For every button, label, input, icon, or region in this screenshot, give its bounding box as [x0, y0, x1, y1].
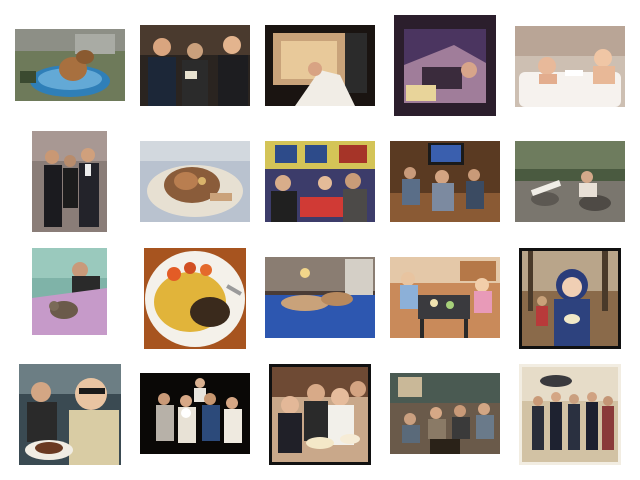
dog-on-rocky-shore-image: [515, 141, 625, 222]
people-playing-video-game-image: [390, 141, 500, 222]
hand-microwave-image: [265, 25, 375, 106]
thumbnail-two-kids-in-bathtub[interactable]: [515, 26, 625, 107]
thumbnail-girl-in-hooded-coat[interactable]: [519, 248, 621, 349]
thumbnail-three-people-party[interactable]: [140, 25, 250, 106]
group-at-night-party-image: [140, 373, 250, 454]
thumbnail-group-in-suits-outdoors[interactable]: [519, 364, 621, 465]
thumbnail-dog-on-rocky-shore[interactable]: [515, 141, 625, 222]
thumbnail-fish-head-on-plate[interactable]: [140, 141, 250, 222]
man-with-glasses-eating-image: [19, 364, 121, 465]
thumbnail-teens-with-cake[interactable]: [269, 364, 371, 465]
girl-in-hooded-coat-image: [522, 251, 618, 346]
thumbnail-toddlers-at-table[interactable]: [390, 257, 500, 338]
people-in-living-room-image: [390, 373, 500, 454]
teens-with-cake-image: [272, 367, 368, 462]
fish-head-on-plate-image: [140, 141, 250, 222]
thumbnail-plate-of-yellow-rice[interactable]: [144, 248, 246, 349]
dog-in-kiddie-pool-image: [15, 29, 125, 101]
person-in-bed-with-cat-image: [32, 248, 107, 335]
group-at-restaurant-table-image: [265, 141, 375, 222]
group-in-suits-outdoors-image: [522, 367, 618, 462]
thumbnail-group-at-night-party[interactable]: [140, 373, 250, 454]
three-people-party-image: [140, 25, 250, 106]
man-lying-on-bed-image: [394, 15, 496, 116]
couple-formal-wear-image: [32, 131, 107, 232]
thumbnail-man-lying-on-bed[interactable]: [394, 15, 496, 116]
dogs-on-blue-bed-image: [265, 257, 375, 338]
thumbnail-person-in-bed-with-cat[interactable]: [32, 248, 107, 335]
thumbnail-man-with-glasses-eating[interactable]: [19, 364, 121, 465]
thumbnail-dogs-on-blue-bed[interactable]: [265, 257, 375, 338]
plate-of-yellow-rice-image: [144, 248, 246, 349]
thumbnail-people-playing-video-game[interactable]: [390, 141, 500, 222]
thumbnail-dog-in-kiddie-pool[interactable]: [15, 29, 125, 101]
toddlers-at-table-image: [390, 257, 500, 338]
thumbnail-couple-formal-wear[interactable]: [32, 131, 107, 232]
thumbnail-hand-microwave[interactable]: [265, 25, 375, 106]
thumbnail-group-at-restaurant-table[interactable]: [265, 141, 375, 222]
thumbnail-people-in-living-room[interactable]: [390, 373, 500, 454]
two-kids-in-bathtub-image: [515, 26, 625, 107]
